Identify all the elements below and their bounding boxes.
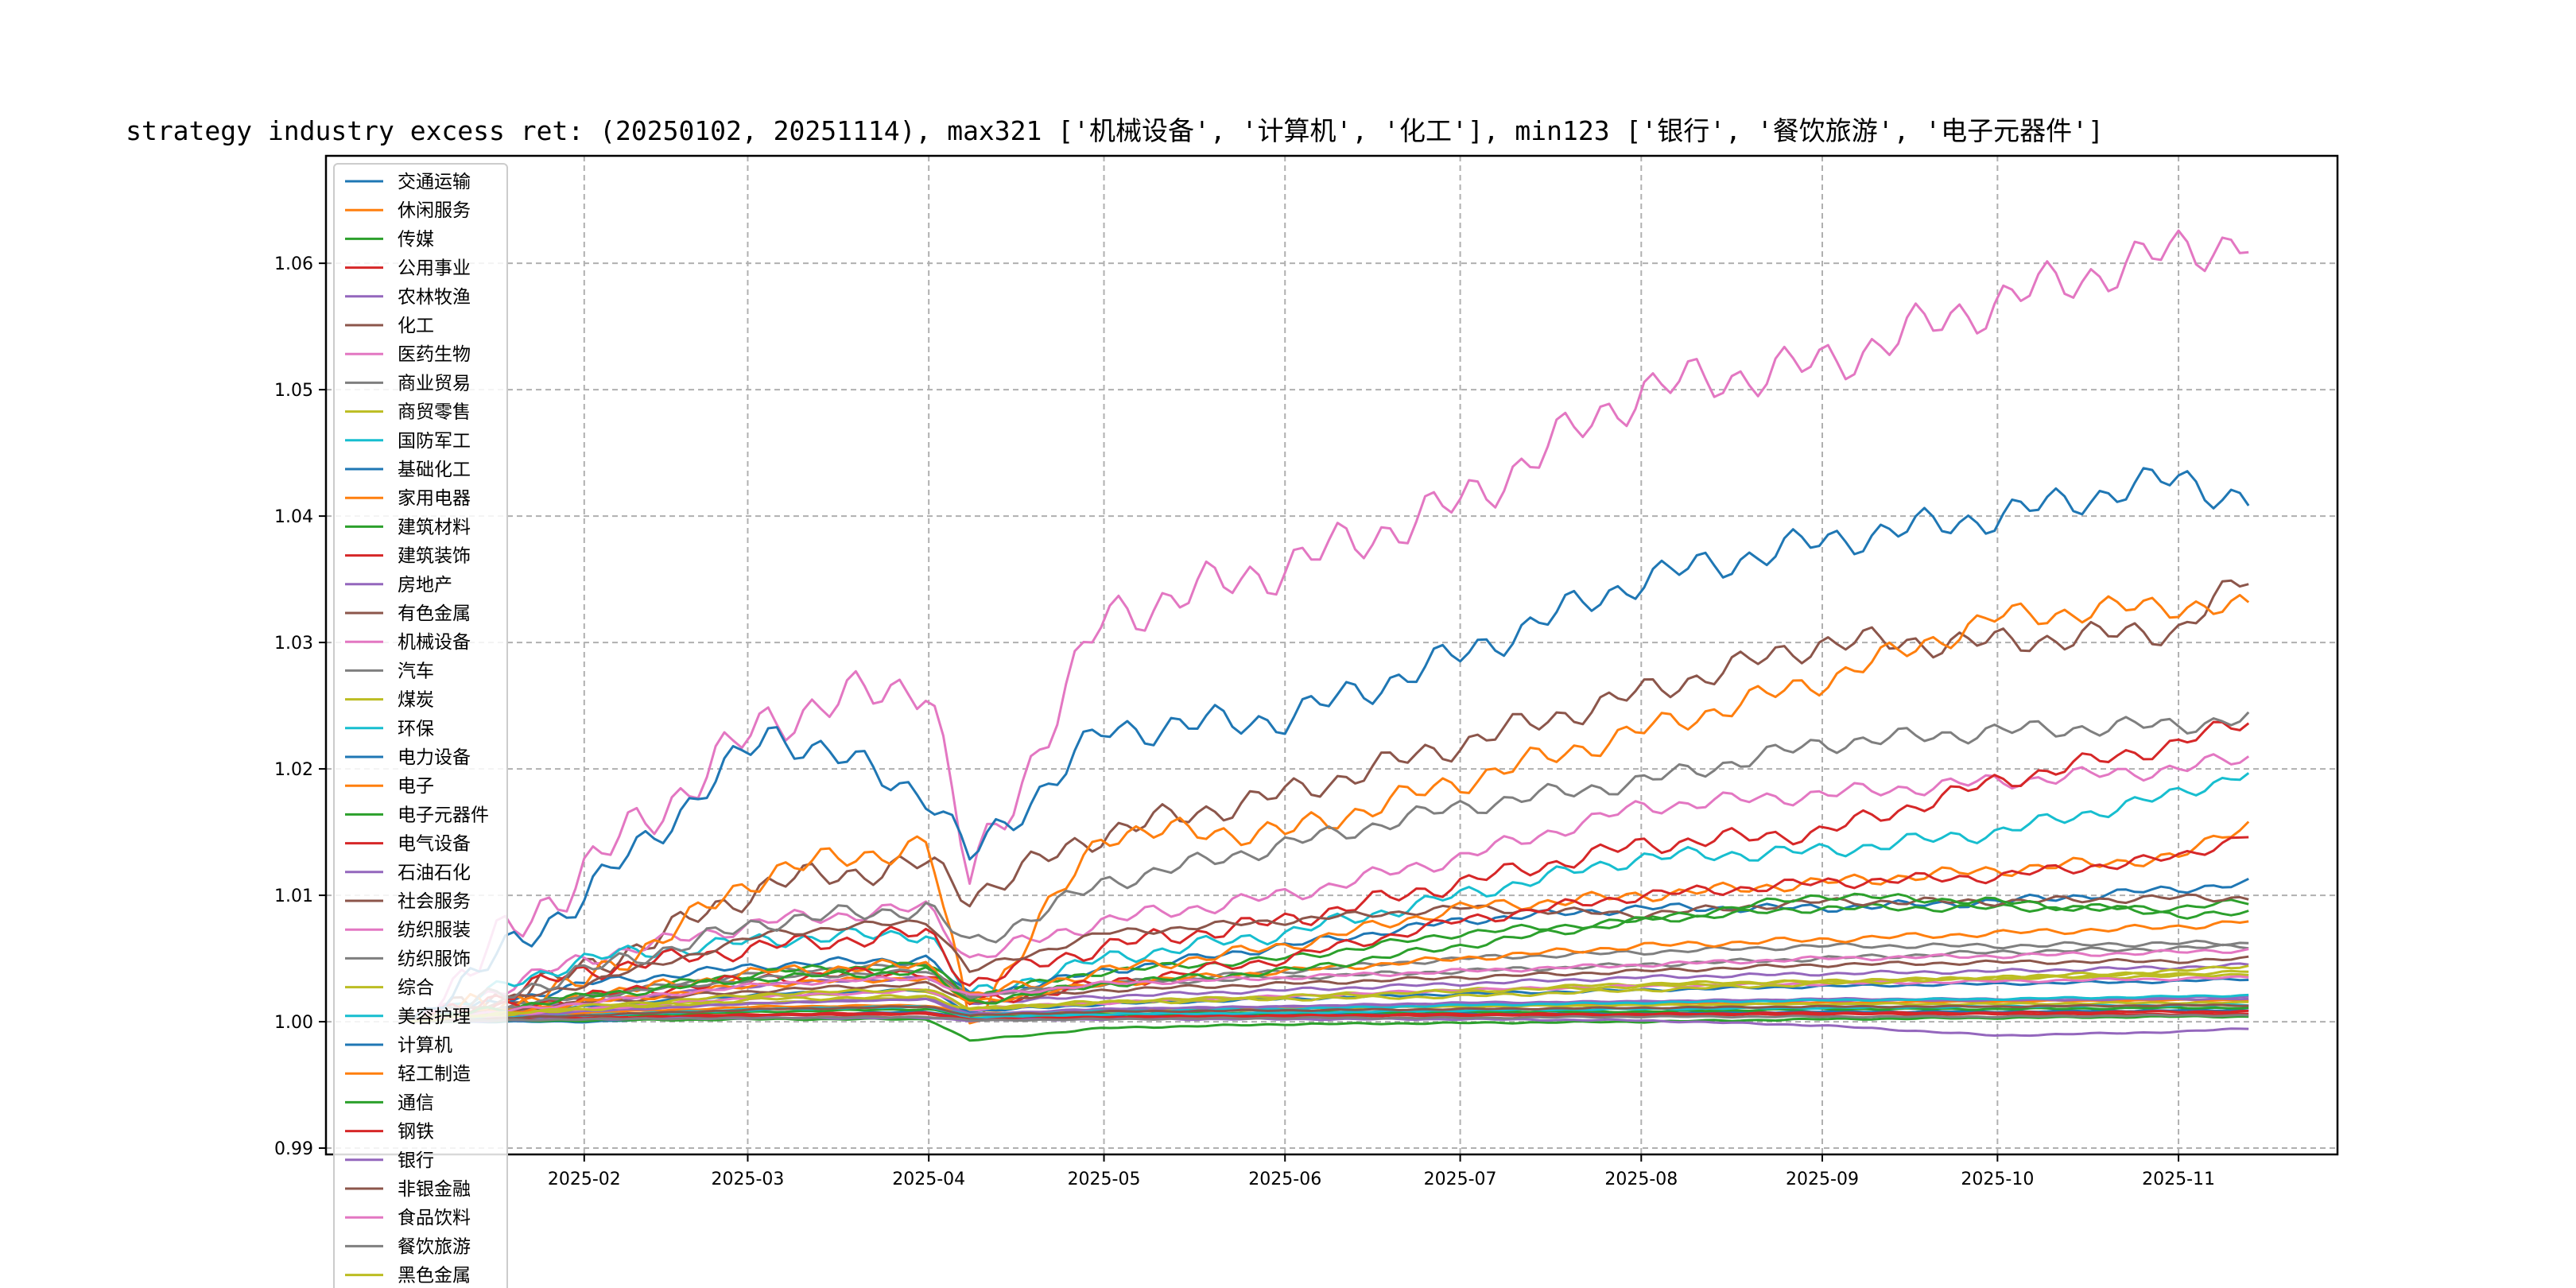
legend-box	[333, 163, 508, 1288]
x-tick-label: 2025-06	[1248, 1170, 1321, 1189]
legend-entry: 石油石化	[398, 863, 471, 883]
legend-entry: 计算机	[398, 1035, 452, 1056]
y-tick-label: 1.00	[274, 1013, 313, 1033]
series-line	[409, 1003, 2249, 1023]
series-line	[409, 920, 2249, 1023]
legend-entry: 社会服务	[398, 891, 471, 912]
legend-entry: 钢铁	[398, 1122, 434, 1143]
series-line	[409, 969, 2249, 1023]
x-tick-label: 2025-02	[548, 1170, 621, 1189]
legend-entry: 电子	[398, 776, 434, 797]
series-line	[409, 893, 2249, 1023]
y-tick-label: 0.99	[274, 1139, 313, 1159]
series-line	[409, 711, 2250, 1023]
x-tick-label: 2025-08	[1604, 1170, 1678, 1189]
series-line	[408, 579, 2249, 1023]
legend-entry: 纺织服装	[398, 920, 471, 941]
series-line	[408, 772, 2250, 1023]
x-tick-label: 2025-03	[712, 1170, 785, 1189]
y-tick-label: 1.05	[274, 381, 313, 401]
legend-entry: 轻工制造	[398, 1064, 471, 1084]
series-line	[409, 1009, 2249, 1023]
legend-entry: 汽车	[398, 661, 434, 681]
grid	[326, 156, 2337, 1154]
legend-entry: 房地产	[398, 575, 452, 596]
series-line	[409, 964, 2249, 1023]
y-tick-label: 1.04	[274, 507, 313, 527]
series-line	[409, 594, 2250, 1025]
legend-entry: 综合	[398, 978, 434, 999]
series-line	[409, 955, 2249, 1023]
chart-title: strategy industry excess ret: (20250102,…	[126, 115, 2104, 146]
series-line	[408, 467, 2250, 1023]
legend-entry: 商业贸易	[398, 373, 471, 394]
legend-entry: 商贸零售	[398, 402, 471, 423]
x-tick-label: 2025-10	[1961, 1170, 2034, 1189]
legend-entry: 非银金融	[398, 1179, 471, 1200]
y-tick-label: 1.06	[274, 254, 313, 274]
legend-entry: 国防军工	[398, 431, 471, 452]
legend-entry: 建筑材料	[398, 517, 471, 537]
series-lines	[408, 229, 2250, 1042]
legend: 交通运输休闲服务传媒公用事业农林牧渔化工医药生物商业贸易商贸零售国防军工基础化工…	[333, 163, 508, 1288]
legend-entry: 煤炭	[398, 690, 434, 711]
legend-entry: 公用事业	[398, 258, 471, 279]
series-line	[409, 948, 2249, 1023]
plot-frame	[324, 154, 2339, 1156]
legend-entry: 医药生物	[398, 344, 471, 365]
legend-entry: 有色金属	[398, 603, 471, 624]
legend-entry: 建筑装饰	[398, 546, 471, 567]
x-tick-label: 2025-11	[2142, 1170, 2215, 1189]
legend-entry: 农林牧渔	[398, 287, 471, 308]
x-axis: 2025-02 2025-03 2025-04 2025-05 2025-06 2025-…	[548, 1154, 2215, 1189]
legend-entry: 交通运输	[398, 172, 471, 192]
x-tick-label: 2025-04	[892, 1170, 965, 1189]
y-axis: 0.99 1.00 1.01 1.02 1.03 1.04 1.05 1.06	[274, 254, 326, 1159]
legend-entry: 纺织服饰	[398, 949, 471, 969]
legend-entry: 机械设备	[398, 632, 471, 653]
legend-entry: 通信	[398, 1092, 434, 1113]
legend-entry: 餐饮旅游	[398, 1236, 471, 1257]
series-line	[408, 753, 2250, 1023]
series-line	[409, 898, 2249, 1023]
legend-entry: 家用电器	[398, 488, 471, 509]
legend-entry: 黑色金属	[398, 1266, 471, 1286]
legend-entry: 基础化工	[398, 460, 471, 480]
series-line	[409, 997, 2249, 1023]
legend-entry: 传媒	[398, 229, 434, 250]
legend-entry: 银行	[398, 1150, 434, 1171]
y-tick-label: 1.01	[274, 886, 313, 906]
legend-entry: 化工	[398, 316, 434, 336]
y-tick-label: 1.03	[274, 634, 313, 654]
legend-entry: 美容护理	[398, 1007, 471, 1027]
legend-entry: 电力设备	[398, 747, 471, 768]
x-tick-label: 2025-09	[1786, 1170, 1859, 1189]
series-line	[409, 1014, 2249, 1042]
series-line	[409, 1013, 2249, 1023]
y-tick-label: 1.02	[274, 760, 313, 780]
series-line	[409, 892, 2249, 1023]
legend-entry: 休闲服务	[398, 200, 471, 221]
legend-entry: 电子元器件	[398, 805, 489, 825]
legend-entry: 食品饮料	[398, 1208, 471, 1228]
legend-entry: 电气设备	[398, 834, 471, 855]
series-line	[408, 229, 2249, 1023]
legend-entry: 环保	[398, 719, 434, 739]
x-tick-label: 2025-07	[1424, 1170, 1497, 1189]
x-tick-label: 2025-05	[1068, 1170, 1141, 1189]
